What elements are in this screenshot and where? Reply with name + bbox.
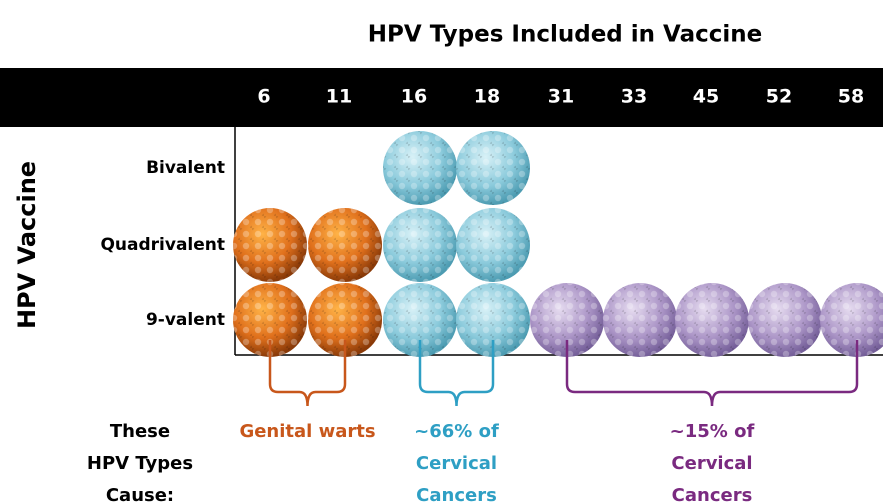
virus-texture xyxy=(308,283,382,357)
virus-texture xyxy=(383,283,457,357)
column-label: 16 xyxy=(401,86,427,108)
group-caption: ~66% of xyxy=(414,421,499,442)
content: 6 11 16 18 31 33 45 52 58 Bivalent Quadrivalent 9-v… xyxy=(87,86,883,503)
virus-texture xyxy=(456,131,530,205)
row-label: 9-valent xyxy=(146,310,225,330)
virus-texture xyxy=(820,283,883,357)
cause-label: Cause: xyxy=(106,485,174,503)
cause-label: HPV Types xyxy=(87,453,193,474)
column-label: 11 xyxy=(326,86,352,108)
group-caption: Cancers xyxy=(416,485,497,503)
cause-label: These xyxy=(110,421,170,442)
virus-texture xyxy=(233,208,307,282)
group-caption: Genital warts xyxy=(239,421,375,442)
group-caption: Cervical xyxy=(671,453,752,474)
column-label: 6 xyxy=(257,86,270,108)
column-label: 52 xyxy=(766,86,792,108)
virus-texture xyxy=(530,283,604,357)
virus-texture xyxy=(383,208,457,282)
group-caption: ~15% of xyxy=(670,421,755,442)
row-label: Quadrivalent xyxy=(100,235,225,255)
column-label: 58 xyxy=(838,86,864,108)
brace xyxy=(268,340,347,407)
header-band xyxy=(0,68,883,127)
brace xyxy=(418,340,495,407)
row-label: Bivalent xyxy=(146,158,225,178)
virus-texture xyxy=(233,283,307,357)
title: HPV Types Included in Vaccine xyxy=(368,22,762,48)
virus-texture xyxy=(308,208,382,282)
virus-texture xyxy=(383,131,457,205)
virus-texture xyxy=(456,208,530,282)
virus-texture xyxy=(675,283,749,357)
virus-texture xyxy=(456,283,530,357)
y-axis-label: HPV Vaccine xyxy=(13,161,41,329)
brace xyxy=(565,340,859,407)
group-caption: Cancers xyxy=(672,485,753,503)
virus-texture xyxy=(748,283,822,357)
column-label: 31 xyxy=(548,86,574,108)
column-label: 45 xyxy=(693,86,719,108)
column-label: 18 xyxy=(474,86,500,108)
group-caption: Cervical xyxy=(416,453,497,474)
virus-texture xyxy=(603,283,677,357)
column-label: 33 xyxy=(621,86,647,108)
